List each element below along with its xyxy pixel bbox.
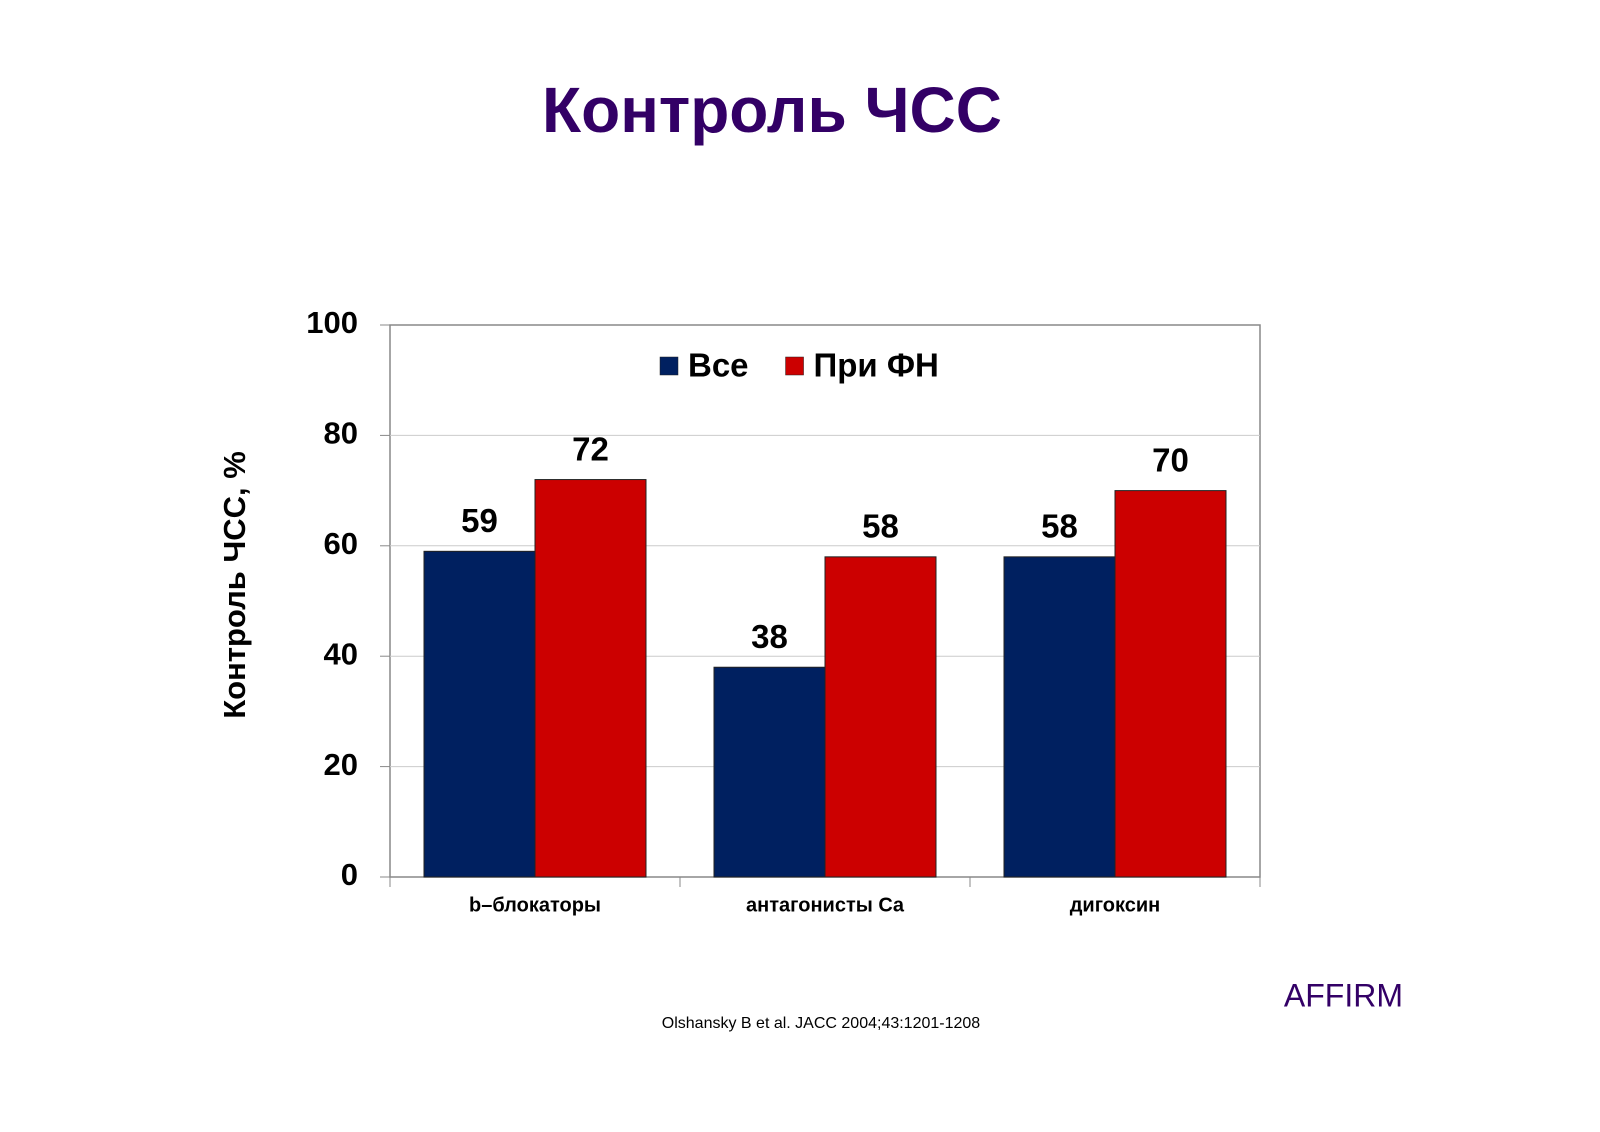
x-tick-label: антагонисты Ca	[746, 894, 905, 916]
bar	[1114, 490, 1227, 878]
legend-swatch	[659, 356, 679, 376]
y-tick-label: 60	[324, 526, 358, 561]
legend-label: Все	[688, 347, 749, 384]
source: Olshansky B et al. JACC 2004;43:1201-120…	[662, 1015, 981, 1032]
data-label: 72	[572, 430, 609, 467]
chart-title: Контроль ЧСС	[542, 74, 1002, 146]
y-tick-label: 80	[324, 416, 358, 451]
data-label: 58	[1041, 508, 1078, 545]
y-tick-label: 0	[341, 857, 358, 892]
bar	[1003, 556, 1116, 878]
bar	[824, 556, 937, 878]
bar	[713, 666, 826, 878]
bar	[423, 550, 536, 878]
bar	[534, 479, 647, 878]
legend-label: При ФН	[814, 347, 939, 384]
x-tick-label: b–блокаторы	[469, 894, 601, 916]
y-tick-label: 20	[324, 747, 358, 782]
data-label: 38	[751, 618, 788, 655]
data-label: 58	[862, 508, 899, 545]
y-tick-label: 100	[306, 305, 358, 340]
data-label: 59	[461, 502, 498, 539]
legend-swatch	[785, 356, 804, 376]
y-axis-label: Контроль ЧСС, %	[217, 451, 252, 719]
x-tick-label: дигоксин	[1070, 894, 1161, 916]
note: AFFIRM	[1284, 977, 1403, 1013]
y-tick-label: 40	[324, 636, 358, 671]
data-label: 70	[1152, 441, 1189, 478]
